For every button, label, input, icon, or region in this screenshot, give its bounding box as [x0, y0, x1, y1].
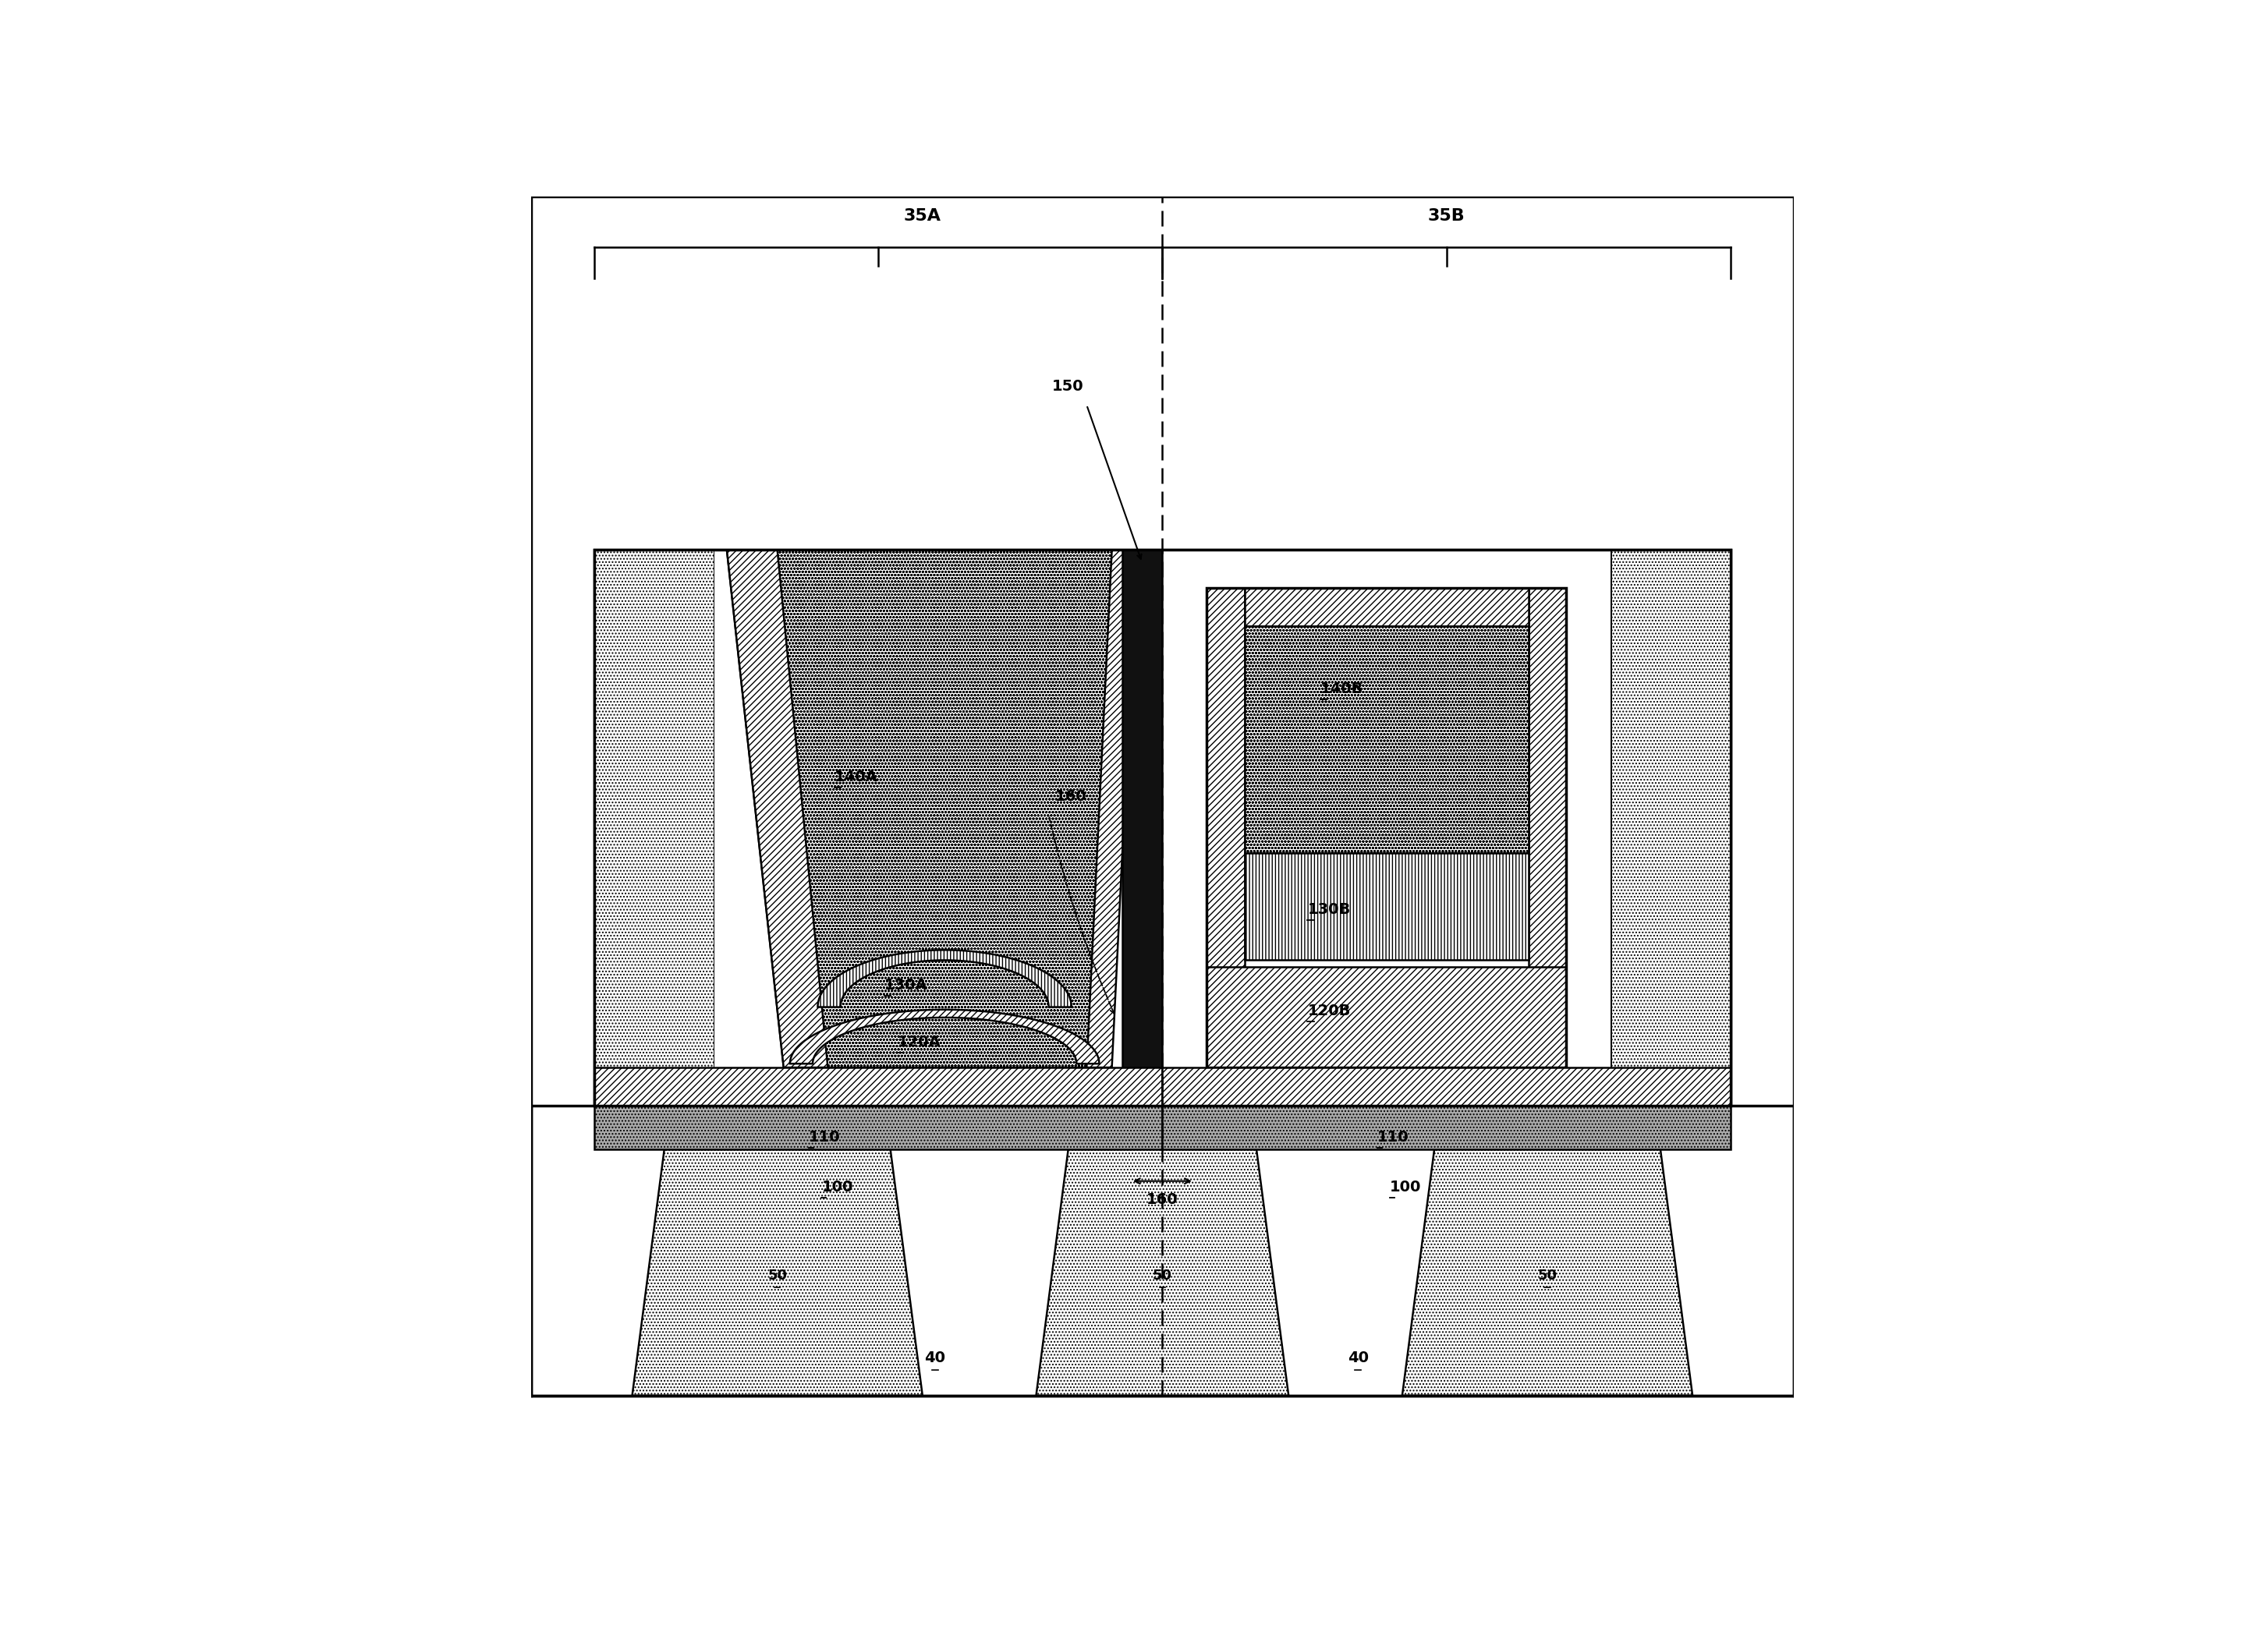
Bar: [594, 1105, 1161, 1149]
Text: 50: 50: [1538, 1269, 1558, 1283]
Bar: [714, 551, 726, 1105]
Text: 130A: 130A: [885, 978, 928, 993]
Bar: [1207, 967, 1567, 1067]
Text: 100: 100: [1390, 1180, 1422, 1195]
Bar: [1207, 588, 1245, 1067]
Polygon shape: [726, 551, 828, 1067]
Bar: [594, 1067, 1161, 1105]
Text: 100: 100: [821, 1180, 853, 1195]
Polygon shape: [633, 1105, 923, 1396]
Polygon shape: [789, 1010, 1100, 1064]
Text: 50: 50: [767, 1269, 787, 1283]
Bar: [1123, 551, 1163, 1105]
Text: 120B: 120B: [1309, 1003, 1352, 1018]
Text: 160: 160: [1055, 788, 1086, 803]
Text: 35B: 35B: [1429, 208, 1465, 223]
Bar: [594, 551, 1730, 1105]
Bar: [531, 1105, 1794, 1396]
Text: 35A: 35A: [903, 208, 941, 223]
Bar: [1207, 1029, 1567, 1067]
Bar: [1161, 1067, 1730, 1105]
Bar: [1529, 588, 1567, 1067]
Text: 150: 150: [1052, 379, 1084, 393]
Bar: [714, 551, 1161, 1105]
Text: 40: 40: [1347, 1351, 1368, 1365]
Bar: [1161, 1105, 1730, 1149]
Bar: [1610, 551, 1730, 1105]
Text: 160: 160: [1148, 1193, 1177, 1208]
Text: 40: 40: [925, 1351, 946, 1365]
Bar: [531, 1105, 1794, 1396]
Text: 120A: 120A: [898, 1034, 941, 1049]
Text: 50: 50: [1152, 1269, 1173, 1283]
Bar: [1245, 588, 1529, 626]
Bar: [1161, 551, 1610, 1105]
Bar: [1245, 626, 1529, 852]
Text: 130B: 130B: [1309, 903, 1352, 918]
Bar: [1599, 551, 1610, 1105]
Bar: [1207, 588, 1567, 1067]
Polygon shape: [726, 551, 1132, 1067]
Bar: [1245, 852, 1529, 960]
Polygon shape: [1402, 1105, 1692, 1396]
Bar: [531, 1105, 669, 1396]
Polygon shape: [1036, 1105, 1288, 1396]
Text: 140B: 140B: [1320, 682, 1363, 697]
Bar: [594, 551, 1730, 1105]
Bar: [594, 551, 714, 1105]
Text: 140A: 140A: [835, 770, 878, 785]
Polygon shape: [1086, 551, 1136, 1067]
Text: 110: 110: [810, 1129, 841, 1144]
Polygon shape: [819, 951, 1070, 1006]
Text: 110: 110: [1377, 1129, 1408, 1144]
